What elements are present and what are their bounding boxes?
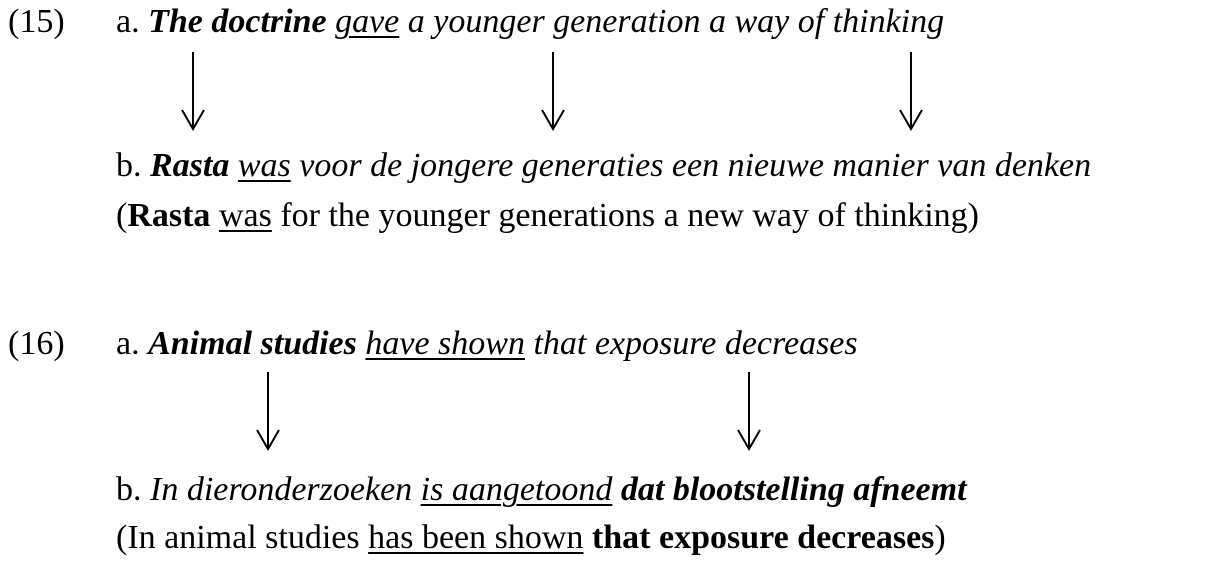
- down-arrow-icon: [896, 52, 926, 132]
- example-16b-sentence: b. In dieronderzoeken is aangetoond dat …: [116, 470, 967, 510]
- example-15a-sentence: a. The doctrine gave a younger generatio…: [116, 2, 944, 42]
- example-15b-label: b.: [116, 147, 150, 184]
- example-15a-subject: The doctrine: [148, 3, 327, 40]
- example-16a-verb: have shown: [365, 325, 525, 362]
- example-16-gloss-close: ): [934, 519, 946, 556]
- example-16-gloss-pre: (In animal studies: [116, 519, 369, 556]
- example-15b-subject: Rasta: [150, 147, 230, 184]
- down-arrow-icon: [734, 372, 764, 452]
- example-16b-label: b.: [116, 471, 150, 508]
- example-16-gloss-verb: has been shown: [368, 519, 584, 556]
- down-arrow-icon: [253, 372, 283, 452]
- example-15a-label: a.: [116, 3, 149, 40]
- example-16-gloss-clause: that exposure decreases: [583, 519, 935, 556]
- example-16a-subject: Animal studies: [148, 325, 357, 362]
- example-16a-sentence: a. Animal studies have shown that exposu…: [116, 324, 858, 364]
- example-16b-verb: is aangetoond: [420, 471, 613, 508]
- example-15a-rest: a younger generation a way of thinking: [399, 3, 945, 40]
- example-16a-label: a.: [116, 325, 149, 362]
- example-15-gloss-verb: was: [218, 197, 272, 234]
- example-15b-sentence: b. Rasta was voor de jongere generaties …: [116, 146, 1091, 186]
- example-15b-verb: was: [237, 147, 291, 184]
- example-15-number: (15): [8, 3, 65, 40]
- down-arrow-icon: [538, 52, 568, 132]
- example-16b-pre: In dieronderzoeken: [150, 471, 421, 508]
- example-15a-verb: gave: [335, 3, 400, 40]
- example-15-gloss: (Rasta was for the younger generations a…: [116, 196, 979, 236]
- example-15-gloss-subject: Rasta: [127, 197, 211, 234]
- example-16b-clause: dat blootstelling afneemt: [612, 471, 967, 508]
- example-15-gloss-rest: for the younger generations a new way of…: [271, 197, 980, 234]
- example-16-number: (16): [8, 325, 65, 362]
- example-15-gloss-open: (: [116, 197, 128, 234]
- example-15b-rest: voor de jongere generaties een nieuwe ma…: [290, 147, 1092, 184]
- down-arrow-icon: [178, 52, 208, 132]
- example-16-gloss: (In animal studies has been shown that e…: [116, 518, 946, 558]
- example-16a-rest: that exposure decreases: [524, 325, 858, 362]
